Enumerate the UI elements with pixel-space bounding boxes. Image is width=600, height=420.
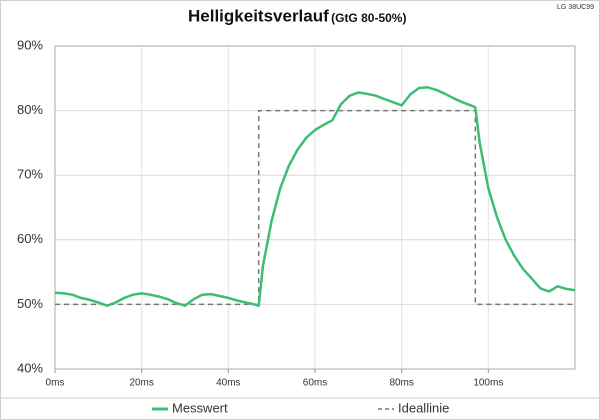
x-tick-label: 40ms (216, 378, 240, 389)
plot-frame (54, 45, 576, 370)
y-tick-label: 60% (17, 231, 43, 246)
watermark: LG 38UC99 (557, 4, 594, 11)
chart-subtitle: (GtG 80-50%) (331, 11, 406, 25)
x-tick-label: 0ms (46, 378, 65, 389)
y-tick-label: 40% (17, 360, 43, 375)
series-line (54, 86, 576, 307)
y-tick-label: 90% (17, 37, 43, 52)
legend-label: Messwert (172, 400, 228, 415)
chart-title: Helligkeitsverlauf (188, 6, 329, 25)
x-tick-label: 100ms (473, 378, 503, 389)
legend-label: Ideallinie (398, 400, 449, 415)
y-tick-label: 50% (17, 296, 43, 311)
x-tick-label: 20ms (129, 378, 153, 389)
x-tick-label: 60ms (303, 378, 327, 389)
y-tick-label: 70% (17, 167, 43, 182)
y-tick-label: 80% (17, 102, 43, 117)
x-tick-label: 80ms (389, 378, 413, 389)
series-line (55, 109, 575, 306)
